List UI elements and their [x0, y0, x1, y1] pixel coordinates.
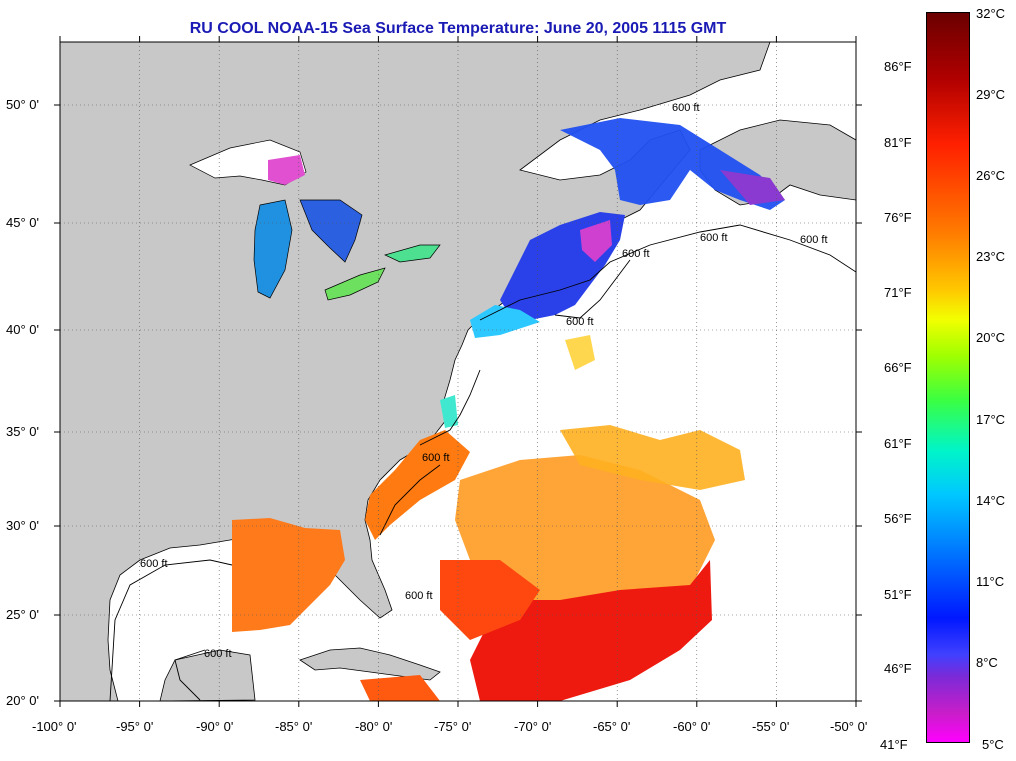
- x-tick-label: -55° 0': [752, 719, 790, 734]
- y-tick-label: 35° 0': [6, 424, 39, 439]
- x-tick-label: -90° 0': [196, 719, 234, 734]
- contour-label: 600 ft: [405, 590, 433, 602]
- lake-ontario: [384, 244, 441, 263]
- fahrenheit-label: 56°F: [884, 511, 912, 526]
- fahrenheit-label: 76°F: [884, 210, 912, 225]
- y-tick-label: 25° 0': [6, 607, 39, 622]
- celsius-label: 26°C: [976, 168, 1006, 183]
- x-tick-label: -50° 0': [830, 719, 868, 734]
- celsius-label: 8°C: [976, 655, 998, 670]
- x-tick-label: -80° 0': [355, 719, 393, 734]
- contour-label: 600 ft: [800, 234, 828, 246]
- x-tick-label: -65° 0': [593, 719, 631, 734]
- fahrenheit-label: 81°F: [884, 135, 912, 150]
- contour-label: 600 ft: [566, 316, 594, 328]
- y-tick-label: 45° 0': [6, 215, 39, 230]
- celsius-label: 32°C: [976, 6, 1006, 21]
- celsius-label: 23°C: [976, 249, 1006, 264]
- fahrenheit-label: 41°F: [880, 737, 908, 752]
- land-cuba: [299, 647, 441, 681]
- land-yucatan: [159, 649, 256, 701]
- contour-label: 600 ft: [422, 452, 450, 464]
- fahrenheit-label: 46°F: [884, 661, 912, 676]
- y-tick-label: 30° 0': [6, 518, 39, 533]
- x-tick-label: -95° 0': [116, 719, 154, 734]
- celsius-label: 29°C: [976, 87, 1006, 102]
- sst-sargasso-hot: [470, 560, 712, 701]
- celsius-label: 20°C: [976, 330, 1006, 345]
- y-tick-label: 40° 0': [6, 322, 39, 337]
- y-tick-label: 20° 0': [6, 693, 39, 708]
- fahrenheit-label: 66°F: [884, 360, 912, 375]
- x-tick-label: -60° 0': [673, 719, 711, 734]
- sst-gulf-of-mexico: [232, 518, 345, 632]
- lake-michigan: [253, 199, 293, 299]
- contour-label: 600 ft: [140, 558, 168, 570]
- sst-atlantic-central: [455, 455, 715, 610]
- x-tick-label: -85° 0': [275, 719, 313, 734]
- celsius-label: 14°C: [976, 493, 1006, 508]
- sst-gulf-st-lawrence: [560, 118, 785, 210]
- fahrenheit-label: 51°F: [884, 587, 912, 602]
- contour-label: 600 ft: [700, 232, 728, 244]
- graticule: [60, 42, 856, 701]
- map-title: RU COOL NOAA-15 Sea Surface Temperature:…: [189, 20, 727, 37]
- fahrenheit-label: 86°F: [884, 59, 912, 74]
- temperature-colorbar: [926, 12, 970, 743]
- contour-label: 600 ft: [622, 248, 650, 260]
- celsius-label: 11°C: [976, 574, 1005, 589]
- depth-contours: [109, 224, 856, 701]
- fahrenheit-label: 61°F: [884, 436, 912, 451]
- lake-erie: [324, 267, 386, 301]
- x-tick-label: -70° 0': [514, 719, 552, 734]
- y-tick-label: 50° 0': [6, 97, 39, 112]
- celsius-label: 5°C: [982, 737, 1004, 752]
- contour-label: 600 ft: [672, 102, 700, 114]
- contour-label: 600 ft: [204, 648, 232, 660]
- x-tick-label: -75° 0': [434, 719, 472, 734]
- fahrenheit-label: 71°F: [884, 285, 912, 300]
- lake-huron: [299, 199, 363, 263]
- celsius-label: 17°C: [976, 412, 1006, 427]
- x-tick-label: -100° 0': [32, 719, 77, 734]
